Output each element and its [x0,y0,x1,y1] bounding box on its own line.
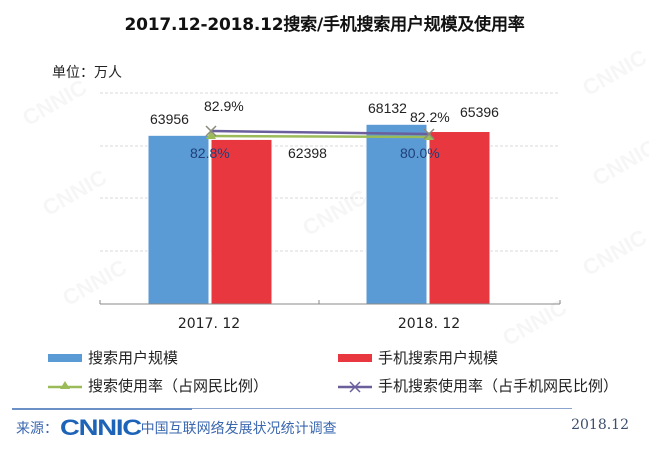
bar-value-label: 65396 [460,104,499,120]
footer-divider [192,408,572,409]
line-search-rate [210,134,430,139]
legend-label: 搜索用户规模 [88,349,179,367]
legend-item-mobile-search-rate: 手机搜索使用率（占手机网民比例） [338,375,618,396]
triangle-marker-icon [424,132,434,140]
x-label-2018: 2018. 12 [398,316,460,332]
legend-label: 手机搜索用户规模 [378,349,499,367]
legend-bar-swatch-icon [48,353,82,362]
cnnic-logo: CNNIC [60,415,142,440]
chart-title: 2017.12-2018.12搜索/手机搜索用户规模及使用率 [124,15,525,35]
bar-value-label: 63956 [150,111,189,127]
legend-bar-swatch-icon [338,353,372,362]
legend-item-search-rate: 搜索使用率（占网民比例） [48,375,268,396]
rate-lines [205,125,435,140]
legend-label: 手机搜索使用率（占手机网民比例） [378,377,619,395]
report-date: 2018.12 [571,417,629,433]
source-prefix: 来源： [16,421,58,437]
bars [147,123,491,305]
legend-triangle-line-icon [48,380,82,389]
legend-label: 搜索使用率（占网民比例） [88,377,269,395]
legend-x-line-icon [338,380,372,393]
triangle-marker-icon [206,131,216,139]
rate-value-label: 82.2% [410,109,450,125]
x-label-2017: 2017. 12 [178,316,240,332]
legend-item-search-users: 搜索用户规模 [48,347,178,368]
footer-divider-accent [12,408,192,410]
data-labels: 63956 68132 62398 65396 82.8% 82.2% 82.9% 80.0% [150,98,499,161]
rate-value-label: 82.9% [204,98,244,114]
rate-value-label: 80.0% [400,145,440,161]
bar-value-label: 68132 [368,100,407,116]
legend-item-mobile-search-users: 手机搜索用户规模 [338,347,498,368]
bar-value-label: 62398 [288,145,327,161]
bar-mobile-search-users [210,138,273,305]
rate-value-label: 82.8% [190,145,230,161]
x-marker-icon [423,128,435,140]
unit-label: 单位：万人 [52,65,122,81]
bar-mobile-search-users [428,131,491,305]
line-mobile-search-rate [210,129,430,136]
x-marker-icon [205,125,217,137]
bar-search-users [365,123,428,305]
source-description: 中国互联网络发展状况统计调查 [140,421,337,437]
source-line: 来源： CNNIC 中国互联网络发展状况统计调查 [16,415,337,441]
